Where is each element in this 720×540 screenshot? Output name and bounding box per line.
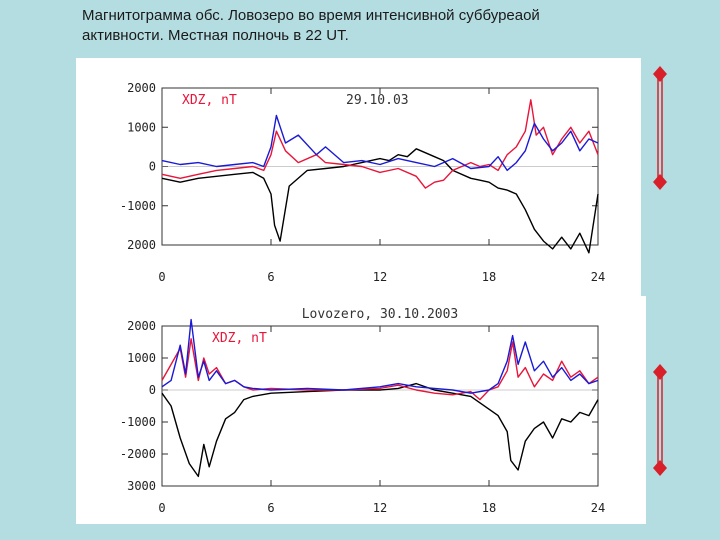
scale-bar-diamond-bottom xyxy=(653,460,667,476)
scale-bar-top xyxy=(653,66,667,190)
y-tick-label: 0 xyxy=(149,383,156,397)
y-tick-label: 2000 xyxy=(127,238,156,252)
series-line-series_x xyxy=(161,148,599,254)
chart-title: Lovozero, 30.10.2003 xyxy=(302,307,459,322)
y-tick-label: 1000 xyxy=(127,351,156,365)
x-tick-label: 24 xyxy=(591,270,605,284)
x-tick-label: 6 xyxy=(267,501,274,515)
x-tick-label: 0 xyxy=(158,501,165,515)
x-tick-label: 6 xyxy=(267,270,274,284)
magnetogram-chart-top: 2000 1000 0 -1000 2000 0 6 12 18 24 XDZ, nT 29.10.0… xyxy=(120,81,605,284)
y-tick-label: 1000 xyxy=(127,120,156,134)
y-tick-label: 3000 xyxy=(127,479,156,493)
series-line-series_d xyxy=(161,99,599,189)
series-label-left: XDZ, nT xyxy=(182,93,237,108)
magnetogram-panel-bottom: 2000 1000 0 -1000 -2000 3000 0 6 12 18 24 XDZ, nT Lo… xyxy=(76,296,646,524)
scale-bar-diamond-bottom xyxy=(653,174,667,190)
scale-bar-diamond-top xyxy=(653,364,667,380)
slide-title-line-2: активности. Местная полночь в 22 UT. xyxy=(82,27,349,44)
x-tick-label: 12 xyxy=(373,270,387,284)
series-line-series_z xyxy=(161,114,599,172)
y-tick-label: -2000 xyxy=(120,447,156,461)
date-label: 29.10.03 xyxy=(346,93,409,108)
y-tick-label: 2000 xyxy=(127,319,156,333)
y-tick-label: 2000 xyxy=(127,81,156,95)
x-tick-label: 18 xyxy=(482,501,496,515)
x-tick-label: 18 xyxy=(482,270,496,284)
slide-title: Магнитограмма обс. Ловозеро во время инт… xyxy=(82,6,682,46)
scale-bar-bottom xyxy=(653,364,667,476)
series-line-series_z xyxy=(161,318,599,394)
y-tick-label: -1000 xyxy=(120,199,156,213)
x-tick-label: 12 xyxy=(373,501,387,515)
y-tick-label: 0 xyxy=(149,160,156,174)
x-tick-label: 0 xyxy=(158,270,165,284)
slide-title-line-1: Магнитограмма обс. Ловозеро во время инт… xyxy=(82,7,540,24)
x-tick-label: 24 xyxy=(591,501,605,515)
series-label-left: XDZ, nT xyxy=(212,331,267,346)
y-tick-label: -1000 xyxy=(120,415,156,429)
magnetogram-panel-top: 2000 1000 0 -1000 2000 0 6 12 18 24 XDZ, nT 29.10.0… xyxy=(76,58,641,298)
series-line-series_x xyxy=(161,382,599,478)
scale-bar-diamond-top xyxy=(653,66,667,82)
series-line-series_d xyxy=(161,338,599,401)
plot-frame xyxy=(161,325,599,487)
